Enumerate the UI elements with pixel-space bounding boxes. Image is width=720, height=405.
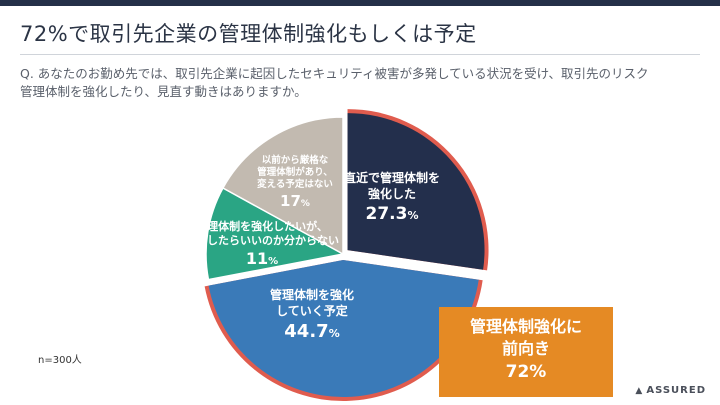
slice-label-1: 管理体制を強化していく予定 44.7% — [270, 287, 354, 342]
slice-label-3-line-2: 変える予定はない — [257, 178, 333, 190]
slice-label-3: 以前から厳格な管理体制があり、変える予定はない 17% — [257, 154, 333, 210]
brand-logo: ▲ ASSURED — [635, 385, 706, 396]
slide-title: 72%で取引先企業の管理体制強化もしくは予定 — [20, 22, 477, 46]
slice-unit-0: % — [407, 209, 418, 222]
survey-question: Q. あなたのお勤め先では、取引先企業に起因したセキュリティ被害が多発している状… — [20, 66, 649, 99]
logo-triangle-icon: ▲ — [635, 385, 644, 396]
slice-value-0: 27.3 — [366, 204, 408, 224]
slice-label-0: 直近で管理体制を強化した 27.3% — [344, 170, 440, 224]
slice-value-1: 44.7 — [284, 321, 328, 342]
slice-label-2-line-1: 何をしたらいいのか分からない — [185, 233, 339, 247]
slice-label-0-line-0: 直近で管理体制を — [344, 170, 440, 185]
slice-unit-1: % — [329, 327, 340, 340]
pie-slice-3 — [221, 116, 344, 256]
callout-line-2: 前向き — [501, 339, 550, 358]
slice-unit-2: % — [268, 256, 278, 267]
slice-label-2-line-0: 管理体制を強化したいが、 — [196, 219, 328, 233]
summary-callout: 管理体制強化に 前向き 72% — [439, 307, 613, 397]
pie-slice-0 — [347, 113, 485, 270]
top-bar — [0, 0, 720, 6]
slice-label-3-line-1: 管理体制があり、 — [257, 166, 333, 178]
sample-size: n=300人 — [38, 355, 82, 366]
slice-label-1-line-0: 管理体制を強化 — [270, 287, 354, 302]
callout-line-1: 管理体制強化に — [469, 317, 582, 336]
logo-text: ASSURED — [646, 385, 706, 396]
slice-unit-3: % — [301, 199, 310, 209]
callout-value: 72% — [505, 362, 547, 382]
slice-value-3: 17 — [280, 192, 301, 210]
pie-slice-1 — [208, 259, 479, 397]
slice-value-2: 11 — [246, 249, 268, 268]
slice-label-0-line-1: 強化した — [368, 186, 416, 201]
title-divider — [20, 54, 700, 55]
slice-label-3-line-0: 以前から厳格な — [262, 154, 329, 166]
pie-slice-2 — [205, 186, 346, 281]
slice-label-1-line-1: していく予定 — [276, 303, 348, 318]
slice-label-2: 管理体制を強化したいが、何をしたらいいのか分からない 11% — [185, 219, 339, 268]
